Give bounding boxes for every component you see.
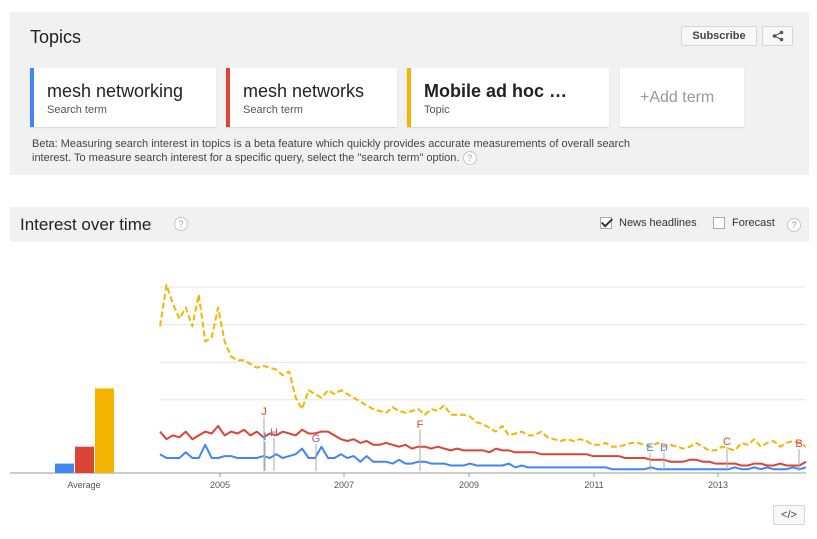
annotation-marker: C: [723, 436, 731, 448]
average-bar: [55, 463, 74, 473]
forecast-help-icon[interactable]: ?: [787, 218, 801, 232]
series-line: [159, 443, 807, 471]
beta-note-line-2: interest. To measure search interest for…: [32, 151, 460, 164]
term-color-bar: [30, 68, 34, 127]
term-card-1[interactable]: mesh networking Search term: [30, 68, 216, 127]
term-card-2[interactable]: mesh networks Search term: [226, 68, 397, 127]
x-tick-label: 2007: [334, 480, 354, 490]
share-button[interactable]: [762, 26, 793, 46]
interest-panel: Interest over time ? News headlines Fore…: [10, 207, 809, 242]
topics-panel: Topics Subscribe mesh networking Search …: [10, 12, 809, 175]
series-line: [159, 425, 807, 467]
average-bar: [95, 388, 114, 473]
x-tick-label: 2005: [210, 480, 230, 490]
x-tick-label: 2013: [708, 480, 728, 490]
news-headlines-toggle[interactable]: News headlines: [600, 217, 697, 229]
x-tick-label: 2009: [459, 480, 479, 490]
topics-title: Topics: [30, 27, 82, 47]
news-headlines-label: News headlines: [619, 217, 697, 229]
subscribe-button[interactable]: Subscribe: [681, 26, 757, 46]
x-tick-label: 2011: [584, 480, 603, 490]
term-type: Search term: [47, 104, 107, 116]
annotation-marker: G: [312, 433, 321, 445]
interest-help-icon[interactable]: ?: [174, 217, 188, 231]
share-icon: [772, 30, 783, 42]
term-color-bar: [226, 68, 230, 127]
annotation-marker: I: [263, 431, 266, 443]
series-line: [159, 284, 807, 452]
annotation-marker: E: [646, 442, 653, 454]
embed-button[interactable]: </>: [773, 505, 805, 525]
term-name: mesh networks: [243, 81, 365, 101]
term-color-bar: [407, 68, 411, 127]
annotation-marker: H: [270, 427, 278, 439]
annotation-marker: B: [795, 438, 802, 450]
annotation-marker: F: [417, 419, 424, 431]
forecast-label: Forecast: [732, 217, 775, 229]
beta-note-line-1: Beta: Measuring search interest in topic…: [32, 138, 630, 150]
add-term-card[interactable]: +Add term: [620, 68, 744, 127]
interest-chart: Average 2005 2007 2009 2011 2013 J I H G F E D C B: [10, 284, 807, 490]
term-name: mesh networking: [47, 81, 184, 101]
average-bar: [75, 446, 94, 473]
term-type: Search term: [243, 104, 303, 116]
term-name: Mobile ad hoc …: [424, 81, 568, 101]
annotation-marker: J: [261, 406, 267, 418]
forecast-toggle[interactable]: Forecast: [713, 217, 775, 229]
average-label: Average: [67, 480, 100, 490]
add-term-button[interactable]: +Add term: [640, 89, 715, 106]
term-type: Topic: [424, 104, 450, 116]
beta-note: Beta: Measuring search interest in topic…: [32, 138, 652, 165]
help-icon[interactable]: ?: [462, 151, 477, 165]
interest-title: Interest over time: [20, 215, 152, 234]
forecast-checkbox[interactable]: [713, 217, 725, 229]
term-card-3[interactable]: Mobile ad hoc … Topic: [407, 68, 609, 127]
annotation-marker: D: [660, 442, 668, 454]
news-headlines-checkbox[interactable]: [600, 217, 612, 229]
